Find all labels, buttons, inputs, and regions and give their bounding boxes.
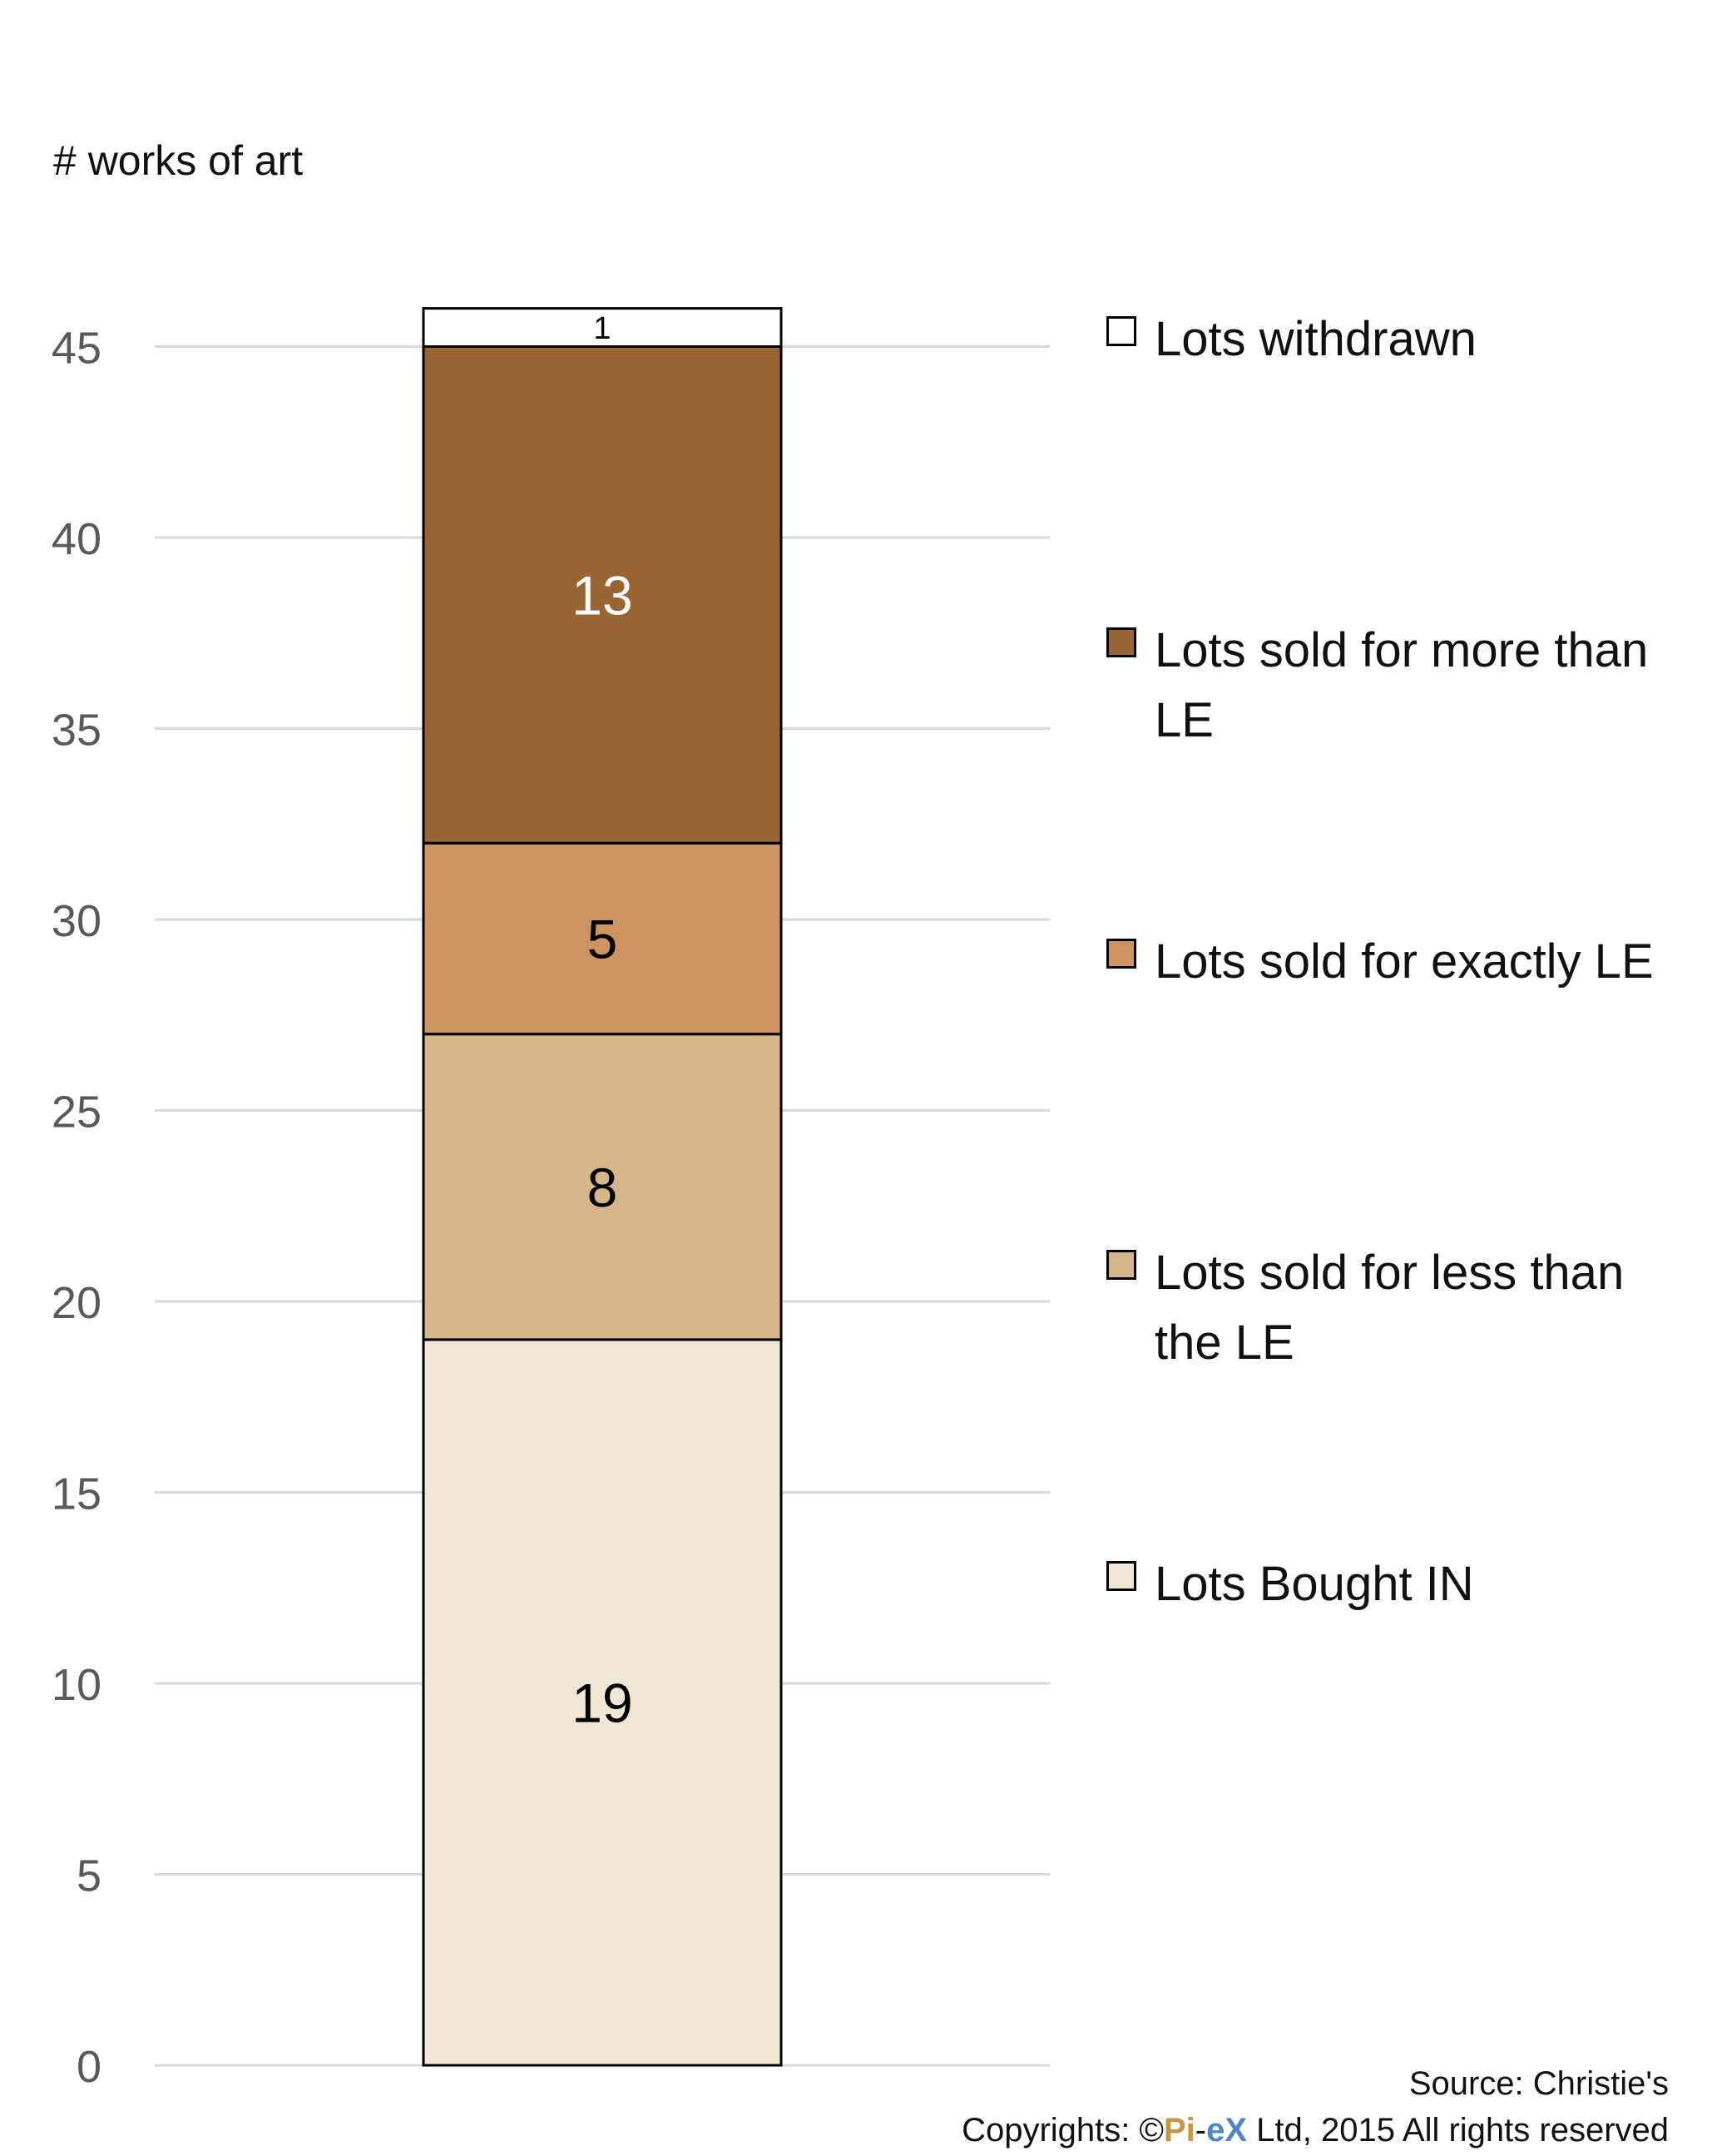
y-tick-label: 10: [52, 1660, 101, 1710]
legend-label: Lots sold for exactly LE: [1155, 934, 1654, 989]
y-tick-label: 15: [52, 1470, 101, 1519]
bar-data-label: 5: [587, 909, 618, 970]
legend-item: Lots sold for more than LE: [1106, 616, 1670, 756]
brand-pi: Pi: [1163, 2112, 1195, 2149]
y-tick-label: 20: [52, 1278, 101, 1328]
legend-swatch: [1106, 627, 1136, 657]
legend-label: Lots sold for less than the LE: [1155, 1246, 1625, 1370]
legend-item: Lots sold for less than the LE: [1106, 1238, 1670, 1378]
legend-swatch: [1106, 1250, 1136, 1280]
source-note: Source: Christie's: [1409, 2065, 1669, 2103]
copyright-suffix: Ltd, 2015 All rights reserved: [1247, 2112, 1669, 2149]
bar-segments: [422, 307, 783, 2067]
bar-segment-3: [422, 345, 783, 845]
legend-item: Lots sold for exactly LE: [1106, 927, 1670, 997]
y-tick-label: 0: [77, 2042, 101, 2092]
y-tick-label: 35: [52, 706, 101, 756]
bar-data-labels: 19 8 5 13 1: [571, 311, 632, 1733]
legend-label: Lots sold for more than LE: [1155, 623, 1649, 747]
bar-segment-4: [422, 307, 783, 349]
legend-swatch: [1106, 316, 1136, 346]
legend-swatch: [1106, 939, 1136, 969]
source-text: Source: Christie's: [1408, 2065, 1669, 2102]
bar-data-label: 8: [587, 1157, 618, 1218]
y-tick-label: 5: [77, 1851, 101, 1901]
bar-segment-2: [422, 841, 783, 1036]
y-tick-label: 45: [52, 324, 101, 374]
bar-segment-1: [422, 1033, 783, 1341]
legend-label: Lots Bought IN: [1155, 1557, 1474, 1611]
y-tick-label: 40: [52, 514, 101, 564]
y-axis-title: # works of art: [53, 137, 304, 184]
bar-data-label: 1: [593, 311, 611, 346]
y-tick-label: 30: [52, 896, 101, 946]
legend-item: Lots withdrawn: [1106, 305, 1670, 374]
bar-data-label: 19: [571, 1673, 632, 1734]
bar-data-label: 13: [571, 565, 632, 627]
brand-ex: eX: [1206, 2112, 1248, 2149]
brand-dash: -: [1195, 2112, 1207, 2149]
y-axis-ticks: 0 5 10 15 20 25 30 35 40 45: [52, 324, 101, 2093]
legend-label: Lots withdrawn: [1155, 312, 1477, 366]
copyright-prefix: Copyrights: ©: [962, 2112, 1164, 2149]
legend-swatch: [1106, 1561, 1136, 1591]
copyright-note: Copyrights: ©Pi-eX Ltd, 2015 All rights …: [962, 2112, 1669, 2149]
y-tick-label: 25: [52, 1088, 101, 1137]
legend-item: Lots Bought IN: [1106, 1549, 1670, 1619]
